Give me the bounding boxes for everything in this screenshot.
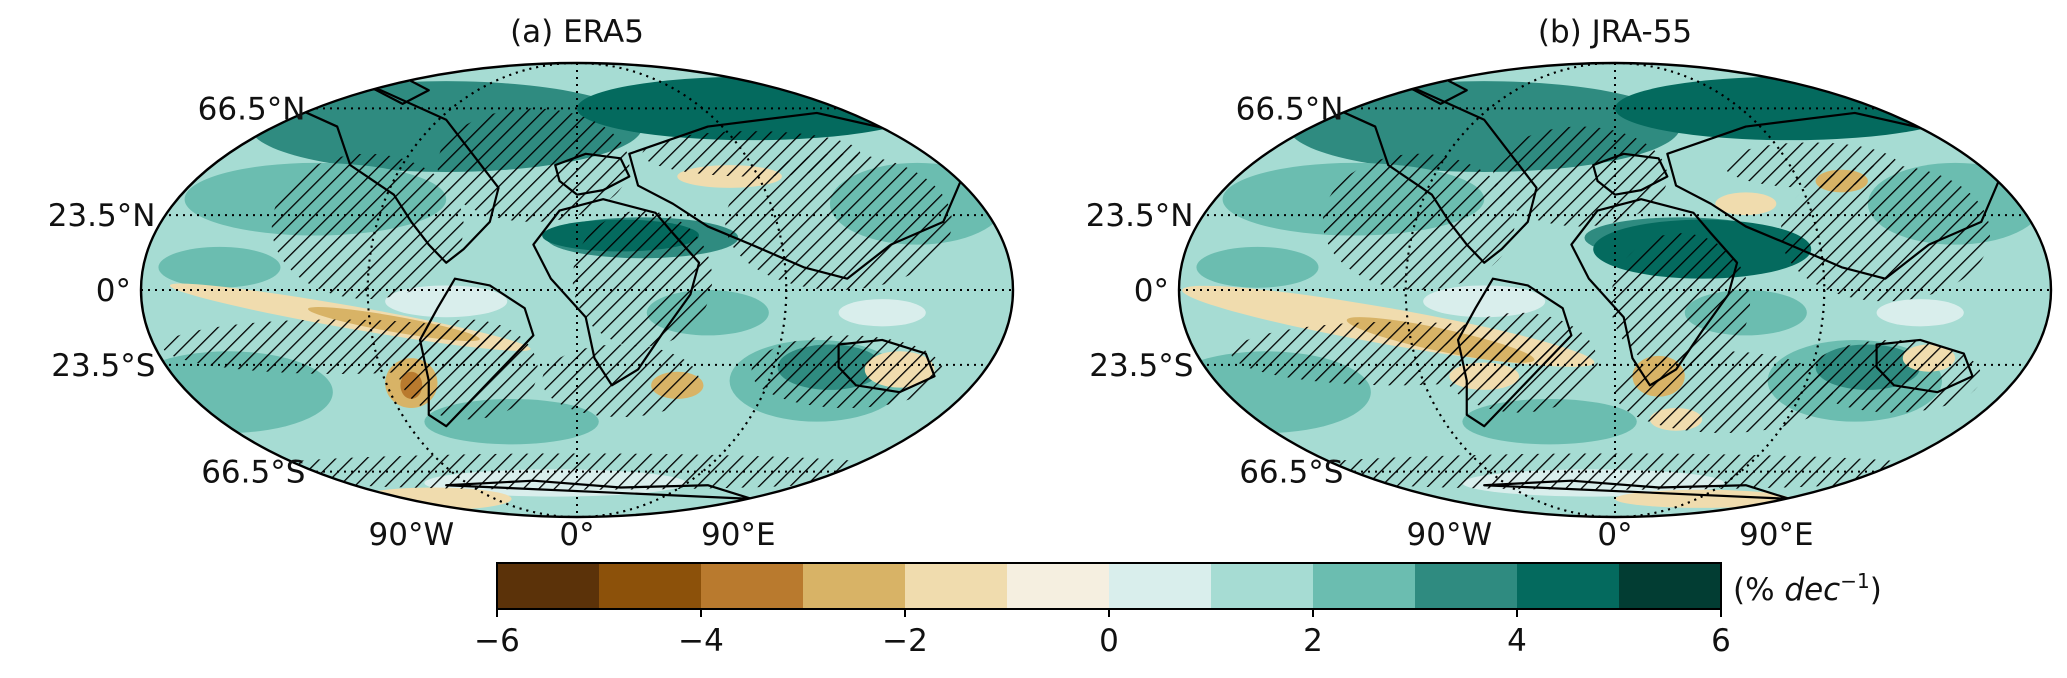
colorbar-bin	[1313, 563, 1416, 609]
trend-blob	[1715, 192, 1777, 216]
longitude-label: 90°W	[369, 517, 455, 553]
latitude-label: 66.5°N	[1236, 91, 1344, 127]
colorbar-bin	[803, 563, 906, 609]
colorbar-tick-label: 2	[1303, 623, 1323, 659]
colorbar-bin	[1619, 563, 1722, 609]
hatch-region	[1610, 233, 1751, 370]
colorbar-tick-label: 6	[1711, 623, 1731, 659]
colorbar-unit-label: (% dec−1)	[1733, 569, 1882, 608]
latitude-label: 66.5°S	[1239, 455, 1343, 491]
hatch-region	[271, 153, 464, 300]
significance-hatching	[162, 108, 952, 490]
hatch-region	[1322, 153, 1515, 290]
hatch-region	[1780, 165, 1990, 302]
colorbar-bin	[1211, 563, 1314, 609]
map-panel-era5: (a) ERA5 66.5°N 23.5°N 0° 23.5°S 66.5°S 90°W…	[48, 14, 1015, 553]
latitude-label: 23.5°S	[51, 348, 155, 384]
colorbar: −6 −4 −2 0 2 4 6 (% dec−1)	[474, 562, 1882, 659]
hatch-region	[725, 153, 952, 290]
longitude-label: 90°E	[1739, 517, 1814, 553]
longitude-label: 90°E	[701, 517, 776, 553]
latitude-label: 23.5°N	[48, 198, 156, 234]
latitude-label: 23.5°S	[1089, 348, 1193, 384]
latitude-label: 0°	[1134, 273, 1169, 309]
trend-blob	[1615, 489, 1790, 508]
trend-blob	[1876, 299, 1964, 327]
map-panel-jra55: (b) JRA-55 66.5°N 23.5°N 0° 23.5°S 66.5°S 90…	[1086, 14, 2053, 553]
hatch-region	[751, 335, 944, 409]
significance-hatching	[1231, 126, 1990, 490]
colorbar-bin	[1415, 563, 1518, 609]
hatch-region	[642, 131, 861, 177]
colorbar-bin	[905, 563, 1008, 609]
colorbar-tick-label: 4	[1507, 623, 1527, 659]
hatch-region	[1615, 351, 1833, 434]
hatch-region	[398, 319, 538, 420]
trend-blob	[838, 299, 926, 327]
trend-blob	[385, 285, 508, 318]
trend-blob	[158, 246, 281, 288]
latitude-label: 66.5°N	[198, 91, 306, 127]
panel-title: (a) ERA5	[510, 14, 644, 50]
colorbar-bin	[1517, 563, 1620, 609]
panel-title: (b) JRA-55	[1538, 14, 1692, 50]
colorbar-tick-label: 0	[1099, 623, 1119, 659]
colorbar-bin	[701, 563, 804, 609]
map-border	[139, 61, 1015, 519]
map-border	[1177, 61, 2053, 519]
latitude-label: 23.5°N	[1086, 198, 1194, 234]
colorbar-bin	[497, 563, 600, 609]
longitude-line	[1404, 63, 1826, 517]
longitude-label: 0°	[1597, 517, 1632, 553]
graticule	[1179, 63, 2051, 517]
colorbar-bin	[1007, 563, 1110, 609]
latitude-label: 66.5°S	[201, 455, 305, 491]
colorbar-bin	[1109, 563, 1212, 609]
hatch-region	[1492, 126, 1668, 227]
hatch-region	[1806, 339, 1982, 413]
hatch-region	[1440, 312, 1598, 413]
trend-blob	[1423, 285, 1546, 318]
trend-blob	[1196, 246, 1319, 288]
longitude-line	[366, 63, 788, 517]
longitude-label: 0°	[559, 517, 594, 553]
graticule	[141, 63, 1013, 517]
colorbar-tick-label: −6	[474, 623, 520, 659]
hatch-region	[437, 108, 630, 222]
colorbar-tick-label: −2	[882, 623, 928, 659]
longitude-label: 90°W	[1407, 517, 1493, 553]
colorbar-tick-label: −4	[678, 623, 724, 659]
hatch-region	[542, 344, 700, 418]
hatch-region	[572, 210, 713, 347]
colorbar-bin	[599, 563, 702, 609]
hatch-region	[1724, 142, 1899, 188]
latitude-label: 0°	[96, 273, 131, 309]
